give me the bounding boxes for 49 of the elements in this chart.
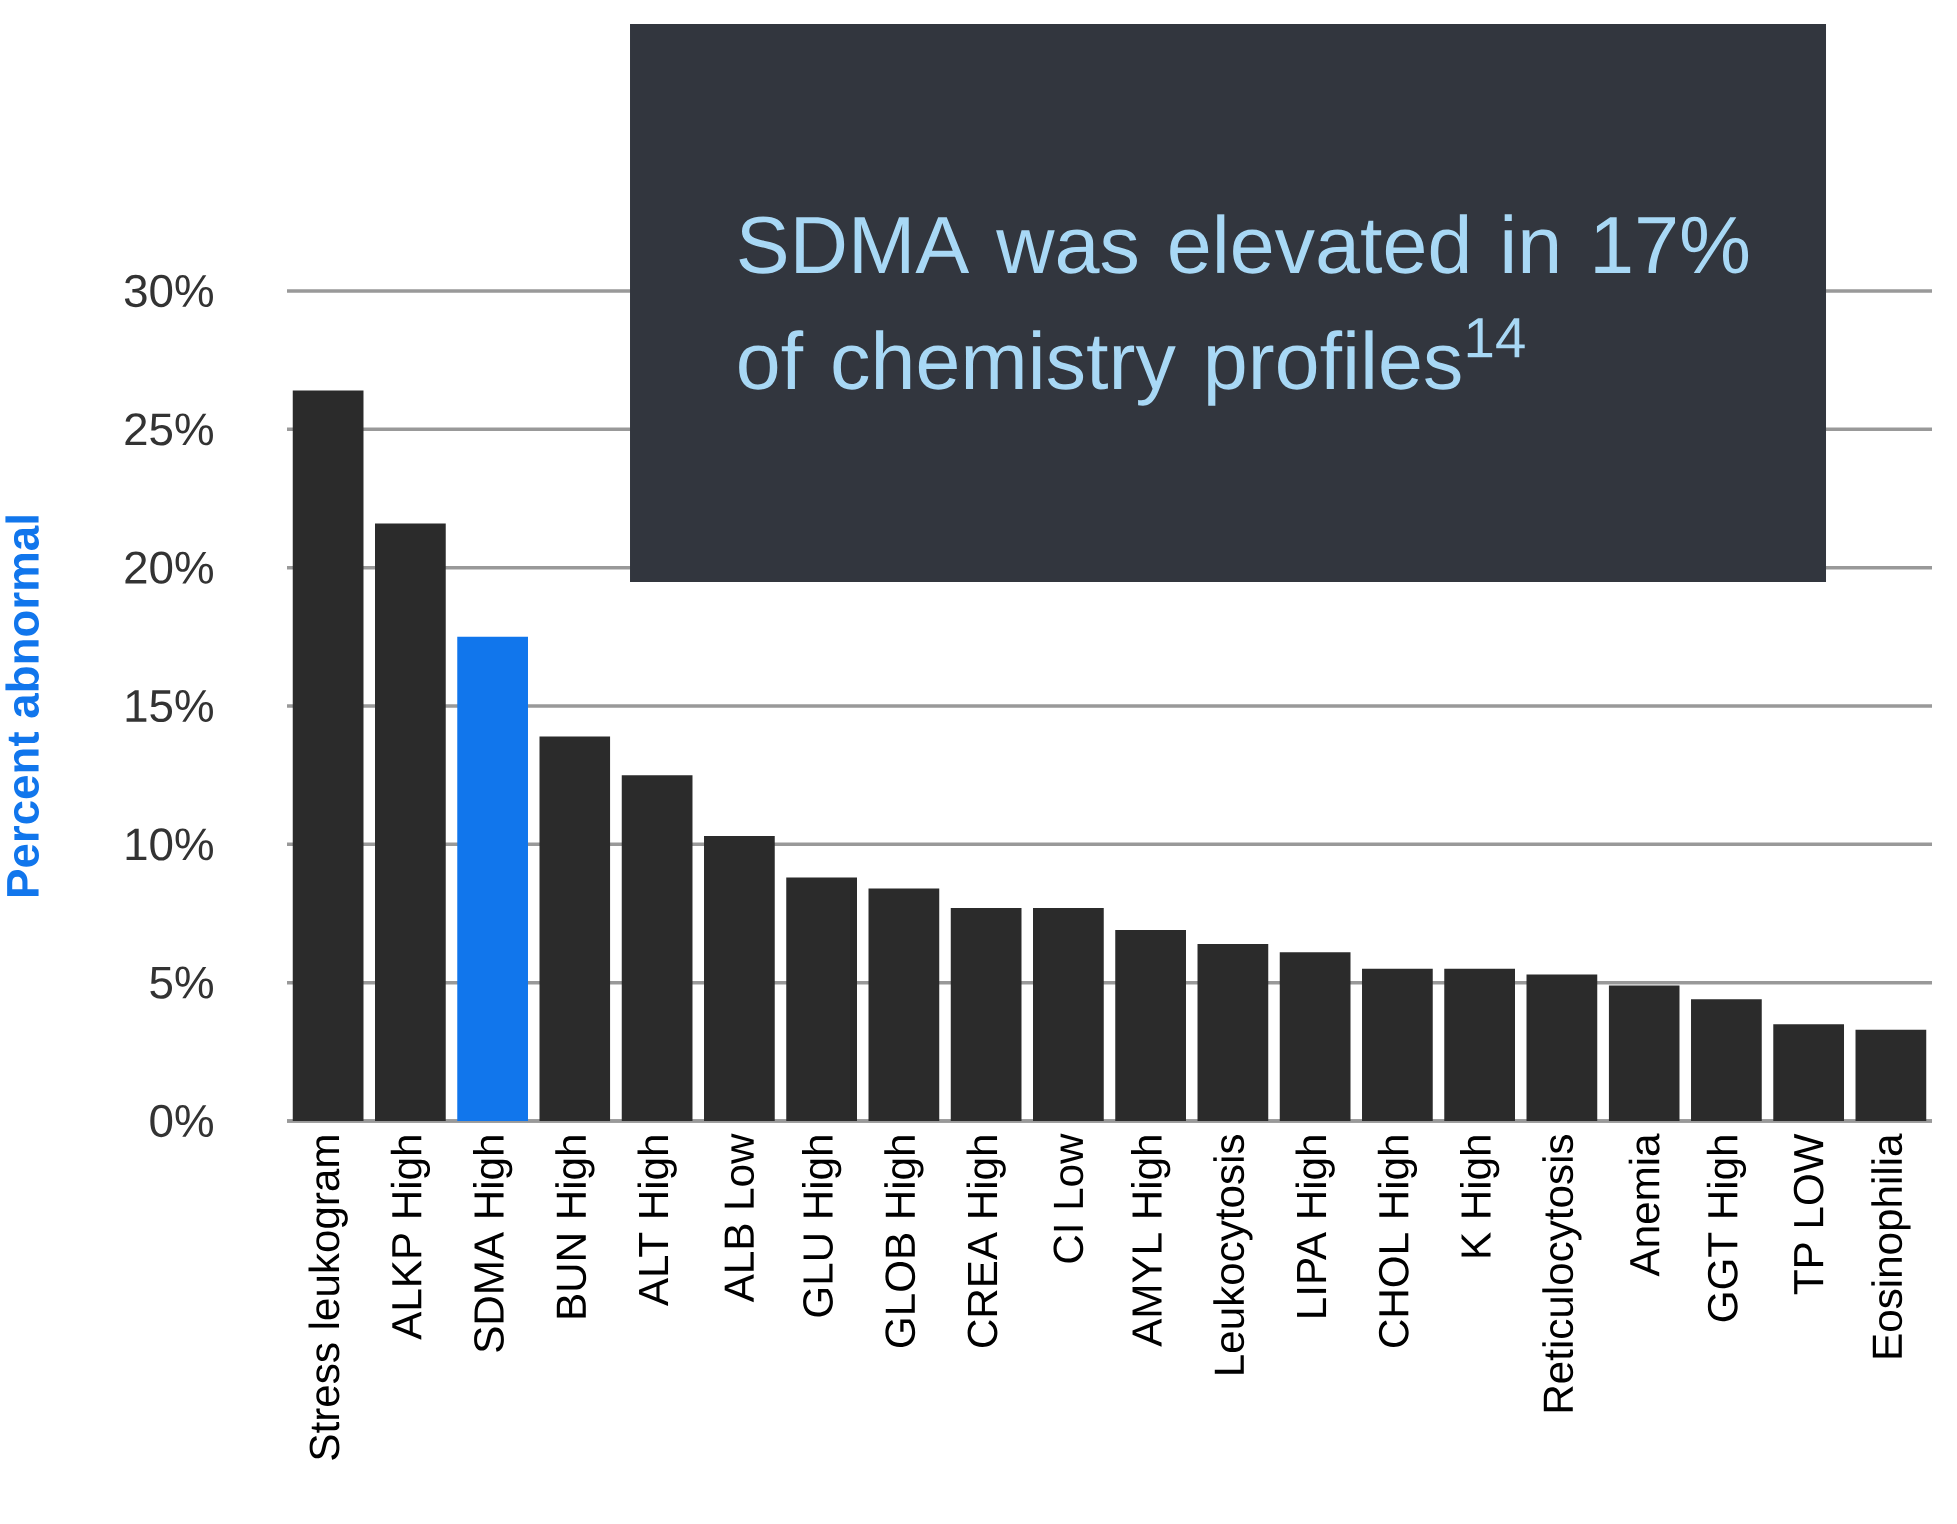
bar xyxy=(375,523,446,1122)
x-tick-label: CI Low xyxy=(1053,1133,1084,1263)
x-tick-label: Stress leukogram xyxy=(308,1136,348,1460)
bar xyxy=(1197,943,1269,1122)
bar xyxy=(1855,1029,1927,1122)
y-tick-label: 10% xyxy=(126,828,213,861)
x-tick-label: ALKP High xyxy=(390,1136,431,1340)
x-tick-label: SDMA High xyxy=(472,1136,513,1352)
bar xyxy=(539,736,611,1122)
bar xyxy=(868,888,940,1122)
bar xyxy=(1115,930,1186,1122)
x-tick-label: GLOB High xyxy=(884,1136,924,1347)
bar xyxy=(1033,907,1104,1122)
bar xyxy=(786,877,857,1122)
bar xyxy=(1526,974,1598,1122)
bar xyxy=(457,636,528,1122)
bar xyxy=(1444,968,1515,1122)
x-tick-label: TP LOW xyxy=(1793,1133,1824,1295)
bar xyxy=(1608,985,1680,1122)
y-tick-label: 0% xyxy=(150,1104,213,1138)
x-tick-label: ALT High xyxy=(637,1136,677,1307)
x-tick-label: Reticulocytosis xyxy=(1542,1135,1582,1412)
x-tick-label: Leukocytosis xyxy=(1213,1134,1253,1374)
x-tick-label: GLU High xyxy=(801,1136,842,1317)
bar xyxy=(1279,952,1351,1122)
x-tick-label: K High xyxy=(1460,1136,1500,1257)
x-tick-label: LIPA High xyxy=(1295,1136,1335,1317)
annotation: SDMA was elevated in 17% of chemistry profiles$^{14}$ xyxy=(739,214,1749,406)
y-tick-label: 15% xyxy=(126,689,213,723)
bar xyxy=(1691,999,1762,1122)
bar xyxy=(704,836,775,1122)
bar xyxy=(292,390,364,1122)
bar xyxy=(1362,968,1433,1122)
x-tick-label: Anemia xyxy=(1628,1133,1660,1277)
x-tick-label: AMYL High xyxy=(1131,1136,1171,1347)
bar xyxy=(950,907,1022,1122)
x-tick-label: CREA High xyxy=(966,1136,1006,1347)
y-axis-title: Percent abnormal xyxy=(5,516,39,896)
x-tick-label: CHOL High xyxy=(1377,1136,1418,1347)
x-tick-label: Eosinophilia xyxy=(1871,1133,1911,1358)
y-tick-label: 25% xyxy=(125,413,213,446)
y-tick-label: 30% xyxy=(124,274,213,308)
y-tick-label: 20% xyxy=(125,551,213,584)
x-tick-label: ALB Low xyxy=(724,1133,755,1303)
bar xyxy=(621,775,693,1122)
x-tick-label: BUN High xyxy=(555,1136,595,1318)
bar xyxy=(1773,1024,1845,1122)
y-tick-label: 5% xyxy=(150,966,213,999)
x-tick-label: GGT High xyxy=(1706,1136,1747,1322)
